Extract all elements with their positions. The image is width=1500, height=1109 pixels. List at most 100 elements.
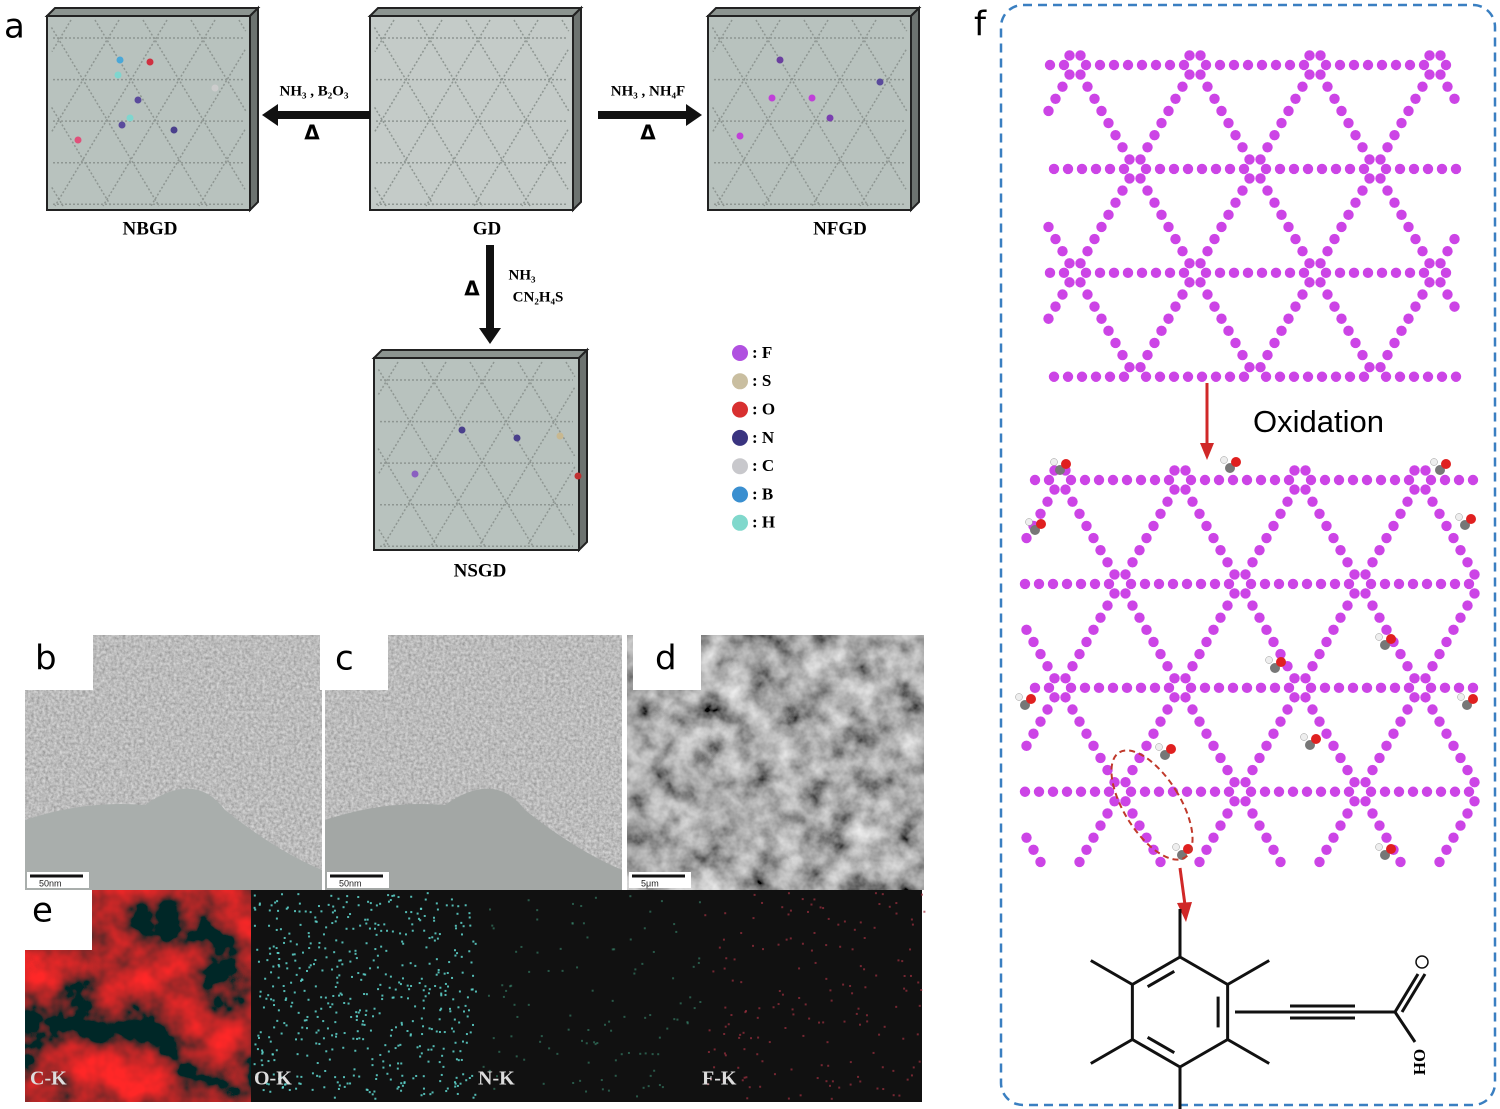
carbon-atom <box>1170 233 1181 245</box>
carbon-atom <box>1336 221 1347 233</box>
map-pixel <box>487 994 490 997</box>
carbon-atom <box>1469 569 1480 580</box>
map-pixel <box>446 1087 449 1090</box>
map-pixel <box>459 1082 462 1085</box>
carbon-atom <box>1298 59 1310 71</box>
map-pixel <box>451 904 454 907</box>
map-pixel <box>337 1087 340 1090</box>
panel-label: e <box>32 891 53 931</box>
map-pixel <box>365 1009 368 1012</box>
carbon-atom <box>1330 163 1342 175</box>
carbon-atom <box>1449 578 1461 590</box>
carbon-atom <box>1361 682 1373 694</box>
lattice-line <box>803 19 907 190</box>
map-pixel <box>356 1037 359 1040</box>
map-pixel <box>778 990 781 993</box>
map-pixel <box>792 1013 795 1016</box>
carbon-atom <box>1407 786 1419 797</box>
carbon-atom <box>1300 692 1311 703</box>
map-pixel <box>257 960 260 963</box>
map-pixel <box>643 927 646 930</box>
map-pixel <box>275 947 278 950</box>
carbon-atom <box>1381 740 1392 752</box>
map-pixel <box>639 1052 642 1055</box>
map-pixel <box>464 1004 467 1007</box>
map-pixel <box>399 983 402 986</box>
carbon-atom <box>1329 233 1340 245</box>
oxygen-atom <box>1061 459 1071 469</box>
dopant-atom <box>114 71 122 79</box>
carbon-atom <box>1449 233 1460 245</box>
map-pixel <box>439 1080 442 1083</box>
carbon-atom <box>1395 508 1406 519</box>
carbon-atom <box>1328 740 1339 752</box>
map-pixel <box>259 995 262 998</box>
map-pixel <box>607 1089 610 1092</box>
carbon-atom <box>1441 520 1452 532</box>
carbon-atom <box>1304 50 1315 61</box>
map-pixel <box>256 948 259 951</box>
carbon-atom <box>1290 301 1301 312</box>
carbon-atom <box>1061 578 1073 590</box>
map-pixel <box>916 1033 919 1036</box>
map-pixel <box>464 904 467 907</box>
carbon-atom <box>1120 588 1131 599</box>
map-pixel <box>296 1053 299 1056</box>
map-pixel <box>469 1031 472 1034</box>
box-top <box>371 349 590 359</box>
carbon-atom <box>1108 59 1120 71</box>
carbon-atom <box>1381 832 1392 843</box>
lattice-line <box>565 361 576 378</box>
carbon-atom <box>1102 808 1113 819</box>
map-pixel <box>881 893 884 896</box>
map-pixel <box>509 985 512 988</box>
map-pixel <box>569 1014 572 1017</box>
map-pixel <box>434 985 437 988</box>
map-pixel <box>857 1007 860 1010</box>
map-pixel <box>298 1082 301 1085</box>
map-pixel <box>266 1082 269 1085</box>
map-pixel <box>651 1053 654 1056</box>
box-top <box>44 7 261 17</box>
map-pixel <box>725 957 728 960</box>
map-pixel <box>311 1072 314 1075</box>
carbon-atom <box>1347 474 1359 486</box>
carbon-atom <box>1381 532 1392 544</box>
map-pixel <box>440 992 443 995</box>
lattice-line <box>712 19 781 132</box>
carbon-atom <box>1441 844 1452 855</box>
carbon-atom <box>1088 740 1099 752</box>
carbon-atom <box>1402 704 1413 715</box>
carbon-atom <box>1209 786 1221 797</box>
carbon-atom <box>1462 600 1473 611</box>
map-pixel <box>455 1076 458 1079</box>
map-pixel <box>445 904 448 907</box>
map-pixel <box>374 922 377 925</box>
carbon-atom <box>1216 105 1227 117</box>
carbon-atom <box>1434 716 1445 727</box>
carbon-atom <box>1135 474 1147 486</box>
carbon-atom <box>1388 520 1399 532</box>
map-pixel <box>420 1052 423 1055</box>
carbon-atom <box>1314 648 1325 660</box>
process-arrow <box>1178 867 1187 906</box>
map-pixel <box>653 1069 656 1072</box>
map-pixel <box>277 1009 280 1012</box>
map-pixel <box>458 990 461 993</box>
map-pixel <box>383 923 386 926</box>
map-pixel <box>381 998 384 1001</box>
map-pixel <box>713 1066 716 1069</box>
map-pixel <box>849 984 852 987</box>
carbon-atom <box>1079 682 1091 694</box>
map-pixel <box>295 943 298 946</box>
carbon-atom <box>1185 682 1197 694</box>
map-pixel <box>787 913 790 916</box>
carbon-atom <box>1060 673 1071 684</box>
map-pixel <box>418 982 421 985</box>
lattice-line <box>478 387 576 547</box>
map-pixel <box>434 932 437 935</box>
carbon-atom <box>1349 796 1360 807</box>
map-pixel <box>468 912 471 915</box>
carbon-atom <box>1156 325 1167 337</box>
map-pixel <box>851 948 854 951</box>
